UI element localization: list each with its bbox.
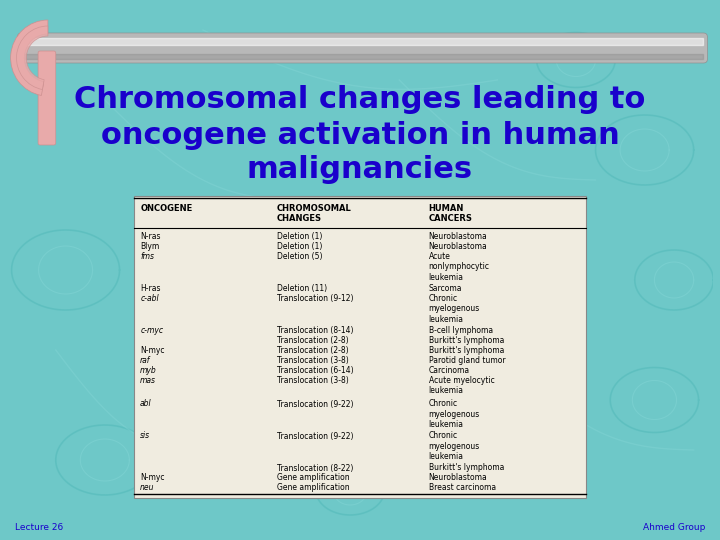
Text: sis: sis xyxy=(140,431,150,441)
Text: fms: fms xyxy=(140,252,154,261)
Text: neu: neu xyxy=(140,483,155,492)
Text: Translocation (2-8): Translocation (2-8) xyxy=(276,346,348,355)
Text: malignancies: malignancies xyxy=(247,156,473,185)
Text: Translocation (9-22): Translocation (9-22) xyxy=(276,431,353,441)
Text: Parotid gland tumor: Parotid gland tumor xyxy=(428,356,505,365)
Text: Acute myelocytic
leukemia: Acute myelocytic leukemia xyxy=(428,376,495,395)
Text: N-myc: N-myc xyxy=(140,474,165,483)
Text: ONCOGENE: ONCOGENE xyxy=(140,204,192,213)
Text: Translocation (8-22): Translocation (8-22) xyxy=(276,463,353,472)
Text: Blym: Blym xyxy=(140,242,159,251)
Text: Gene amplification: Gene amplification xyxy=(276,483,349,492)
Text: Chronic
myelogenous
leukemia: Chronic myelogenous leukemia xyxy=(428,294,480,324)
Text: Translocation (6-14): Translocation (6-14) xyxy=(276,366,354,375)
Text: Translocation (3-8): Translocation (3-8) xyxy=(276,376,348,385)
Text: Deletion (1): Deletion (1) xyxy=(276,232,322,241)
Text: Deletion (5): Deletion (5) xyxy=(276,252,322,261)
Text: Burkitt's lymphoma: Burkitt's lymphoma xyxy=(428,346,504,355)
Text: Translocation (9-12): Translocation (9-12) xyxy=(276,294,353,303)
Text: H-ras: H-ras xyxy=(140,284,161,293)
Text: Lecture 26: Lecture 26 xyxy=(14,523,63,532)
Wedge shape xyxy=(11,20,48,96)
Text: Breast carcinoma: Breast carcinoma xyxy=(428,483,496,492)
Text: Deletion (11): Deletion (11) xyxy=(276,284,327,293)
Text: CHROMOSOMAL
CHANGES: CHROMOSOMAL CHANGES xyxy=(276,204,351,224)
Text: Burkitt's lymphoma: Burkitt's lymphoma xyxy=(428,463,504,472)
Text: mas: mas xyxy=(140,376,156,385)
Text: Translocation (2-8): Translocation (2-8) xyxy=(276,336,348,345)
Text: HUMAN
CANCERS: HUMAN CANCERS xyxy=(428,204,472,224)
Text: Deletion (1): Deletion (1) xyxy=(276,242,322,251)
Wedge shape xyxy=(17,26,48,90)
FancyBboxPatch shape xyxy=(38,51,55,145)
Text: Neuroblastoma: Neuroblastoma xyxy=(428,474,487,483)
Text: B-cell lymphoma: B-cell lymphoma xyxy=(428,326,492,335)
Text: oncogene activation in human: oncogene activation in human xyxy=(101,120,619,150)
Text: Neuroblastoma: Neuroblastoma xyxy=(428,242,487,251)
Text: Carcinoma: Carcinoma xyxy=(428,366,470,375)
Text: c-abl: c-abl xyxy=(140,294,159,303)
Text: Sarcoma: Sarcoma xyxy=(428,284,462,293)
Text: Gene amplification: Gene amplification xyxy=(276,474,349,483)
Text: Translocation (3-8): Translocation (3-8) xyxy=(276,356,348,365)
Text: N-ras: N-ras xyxy=(140,232,161,241)
Text: N-myc: N-myc xyxy=(140,346,165,355)
Text: Neuroblastoma: Neuroblastoma xyxy=(428,232,487,241)
FancyBboxPatch shape xyxy=(17,33,708,63)
Text: Translocation (8-14): Translocation (8-14) xyxy=(276,326,353,335)
Text: Burkitt's lymphoma: Burkitt's lymphoma xyxy=(428,336,504,345)
Text: c-myc: c-myc xyxy=(140,326,163,335)
Text: abl: abl xyxy=(140,400,152,408)
Text: Translocation (9-22): Translocation (9-22) xyxy=(276,400,353,408)
Text: Chronic
myelogenous
leukemia: Chronic myelogenous leukemia xyxy=(428,400,480,429)
Text: myb: myb xyxy=(140,366,157,375)
Text: Ahmed Group: Ahmed Group xyxy=(643,523,706,532)
Text: Chronic
myelogenous
leukemia: Chronic myelogenous leukemia xyxy=(428,431,480,461)
FancyBboxPatch shape xyxy=(134,196,586,498)
Text: Chromosomal changes leading to: Chromosomal changes leading to xyxy=(74,85,646,114)
Text: raf: raf xyxy=(140,356,150,365)
Text: Acute
nonlymphocytic
leukemia: Acute nonlymphocytic leukemia xyxy=(428,252,490,282)
